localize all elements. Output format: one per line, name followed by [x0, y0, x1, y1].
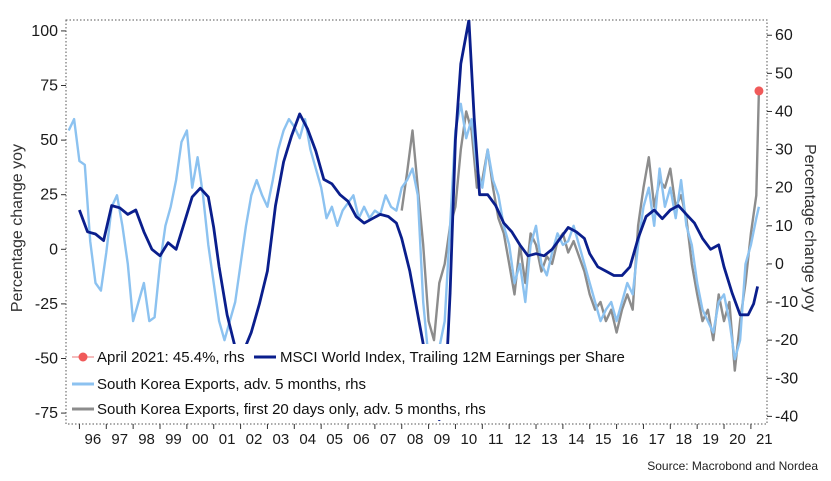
right-tick-label: 10 — [775, 218, 793, 235]
x-tick-label: 10 — [461, 431, 478, 448]
legend-item-msci: MSCI World Index, Trailing 12M Earnings … — [254, 349, 625, 366]
left-tick-label: 75 — [40, 78, 58, 95]
x-tick-label: 03 — [273, 431, 290, 448]
plot-border — [65, 19, 768, 425]
legend-item-highlight: April 2021: 45.4%, rhs — [72, 349, 245, 366]
left-tick-label: 25 — [40, 187, 58, 204]
x-tick-label: 14 — [568, 431, 585, 448]
x-tick-label: 99 — [165, 431, 182, 448]
right-tick-label: 60 — [775, 27, 793, 44]
legend: April 2021: 45.4%, rhs MSCI World Index,… — [70, 344, 650, 420]
x-tick-label: 07 — [380, 431, 397, 448]
right-tick-label: -40 — [775, 408, 798, 425]
highlight-point-april-2021 — [754, 86, 764, 96]
x-tick-label: 15 — [595, 431, 612, 448]
x-tick-label: 21 — [756, 431, 773, 448]
source-note: Source: Macrobond and Nordea — [647, 459, 818, 473]
x-tick-label: 00 — [192, 431, 209, 448]
x-tick-label: 05 — [326, 431, 343, 448]
x-tick-label: 01 — [219, 431, 236, 448]
right-axis-title: Percentage change yoy — [801, 144, 818, 312]
right-tick-label: 0 — [775, 256, 784, 273]
left-tick-label: -50 — [35, 350, 58, 367]
x-tick-label: 16 — [622, 431, 639, 448]
x-tick-label: 13 — [541, 431, 558, 448]
left-tick-label: 50 — [40, 132, 58, 149]
x-tick-label: 20 — [729, 431, 746, 448]
legend-label-korea-exports-20d: South Korea Exports, first 20 days only,… — [97, 401, 486, 418]
x-tick-label: 02 — [246, 431, 263, 448]
x-tick-label: 96 — [85, 431, 102, 448]
x-tick-label: 98 — [138, 431, 155, 448]
right-tick-label: 40 — [775, 103, 793, 120]
left-tick-label: -75 — [35, 405, 58, 422]
right-tick-label: -30 — [775, 370, 798, 387]
legend-swatch-highlight-marker — [78, 352, 88, 362]
left-tick-label: -25 — [35, 296, 58, 313]
left-tick-label: 100 — [31, 23, 58, 40]
left-tick-label: 0 — [49, 241, 58, 258]
legend-item-korea-exports-20d: South Korea Exports, first 20 days only,… — [72, 401, 486, 418]
right-axis: 60 50 40 30 20 10 0 -10 -20 -30 -40 — [767, 27, 798, 425]
x-tick-label: 19 — [702, 431, 719, 448]
x-tick-label: 12 — [514, 431, 531, 448]
right-tick-label: 30 — [775, 142, 793, 159]
series-korea-exports-20d-line — [400, 90, 761, 372]
legend-label-korea-exports: South Korea Exports, adv. 5 months, rhs — [97, 376, 366, 393]
right-tick-label: 20 — [775, 180, 793, 197]
x-tick-label: 06 — [353, 431, 370, 448]
x-tick-label: 17 — [649, 431, 666, 448]
plot-frame — [65, 19, 768, 425]
right-tick-label: 50 — [775, 65, 793, 82]
right-tick-label: -10 — [775, 294, 798, 311]
x-tick-label: 11 — [488, 431, 504, 448]
x-tick-label: 04 — [299, 431, 316, 448]
legend-item-korea-exports: South Korea Exports, adv. 5 months, rhs — [72, 376, 366, 393]
x-tick-label: 09 — [434, 431, 451, 448]
left-axis-title: Percentage change yoy — [9, 144, 26, 312]
left-axis: 100 75 50 25 0 -25 -50 -75 — [31, 23, 66, 422]
x-axis: 96 97 98 99 00 01 02 03 04 05 06 07 08 09 10 11 12 13 14 15… — [78, 424, 773, 448]
legend-background — [70, 344, 650, 420]
legend-label-highlight: April 2021: 45.4%, rhs — [97, 349, 245, 366]
x-tick-label: 18 — [675, 431, 692, 448]
x-tick-label: 08 — [407, 431, 424, 448]
legend-label-msci: MSCI World Index, Trailing 12M Earnings … — [280, 349, 625, 366]
series-korea-exports-line — [67, 102, 761, 391]
x-tick-label: 97 — [111, 431, 128, 448]
right-tick-label: -20 — [775, 332, 798, 349]
